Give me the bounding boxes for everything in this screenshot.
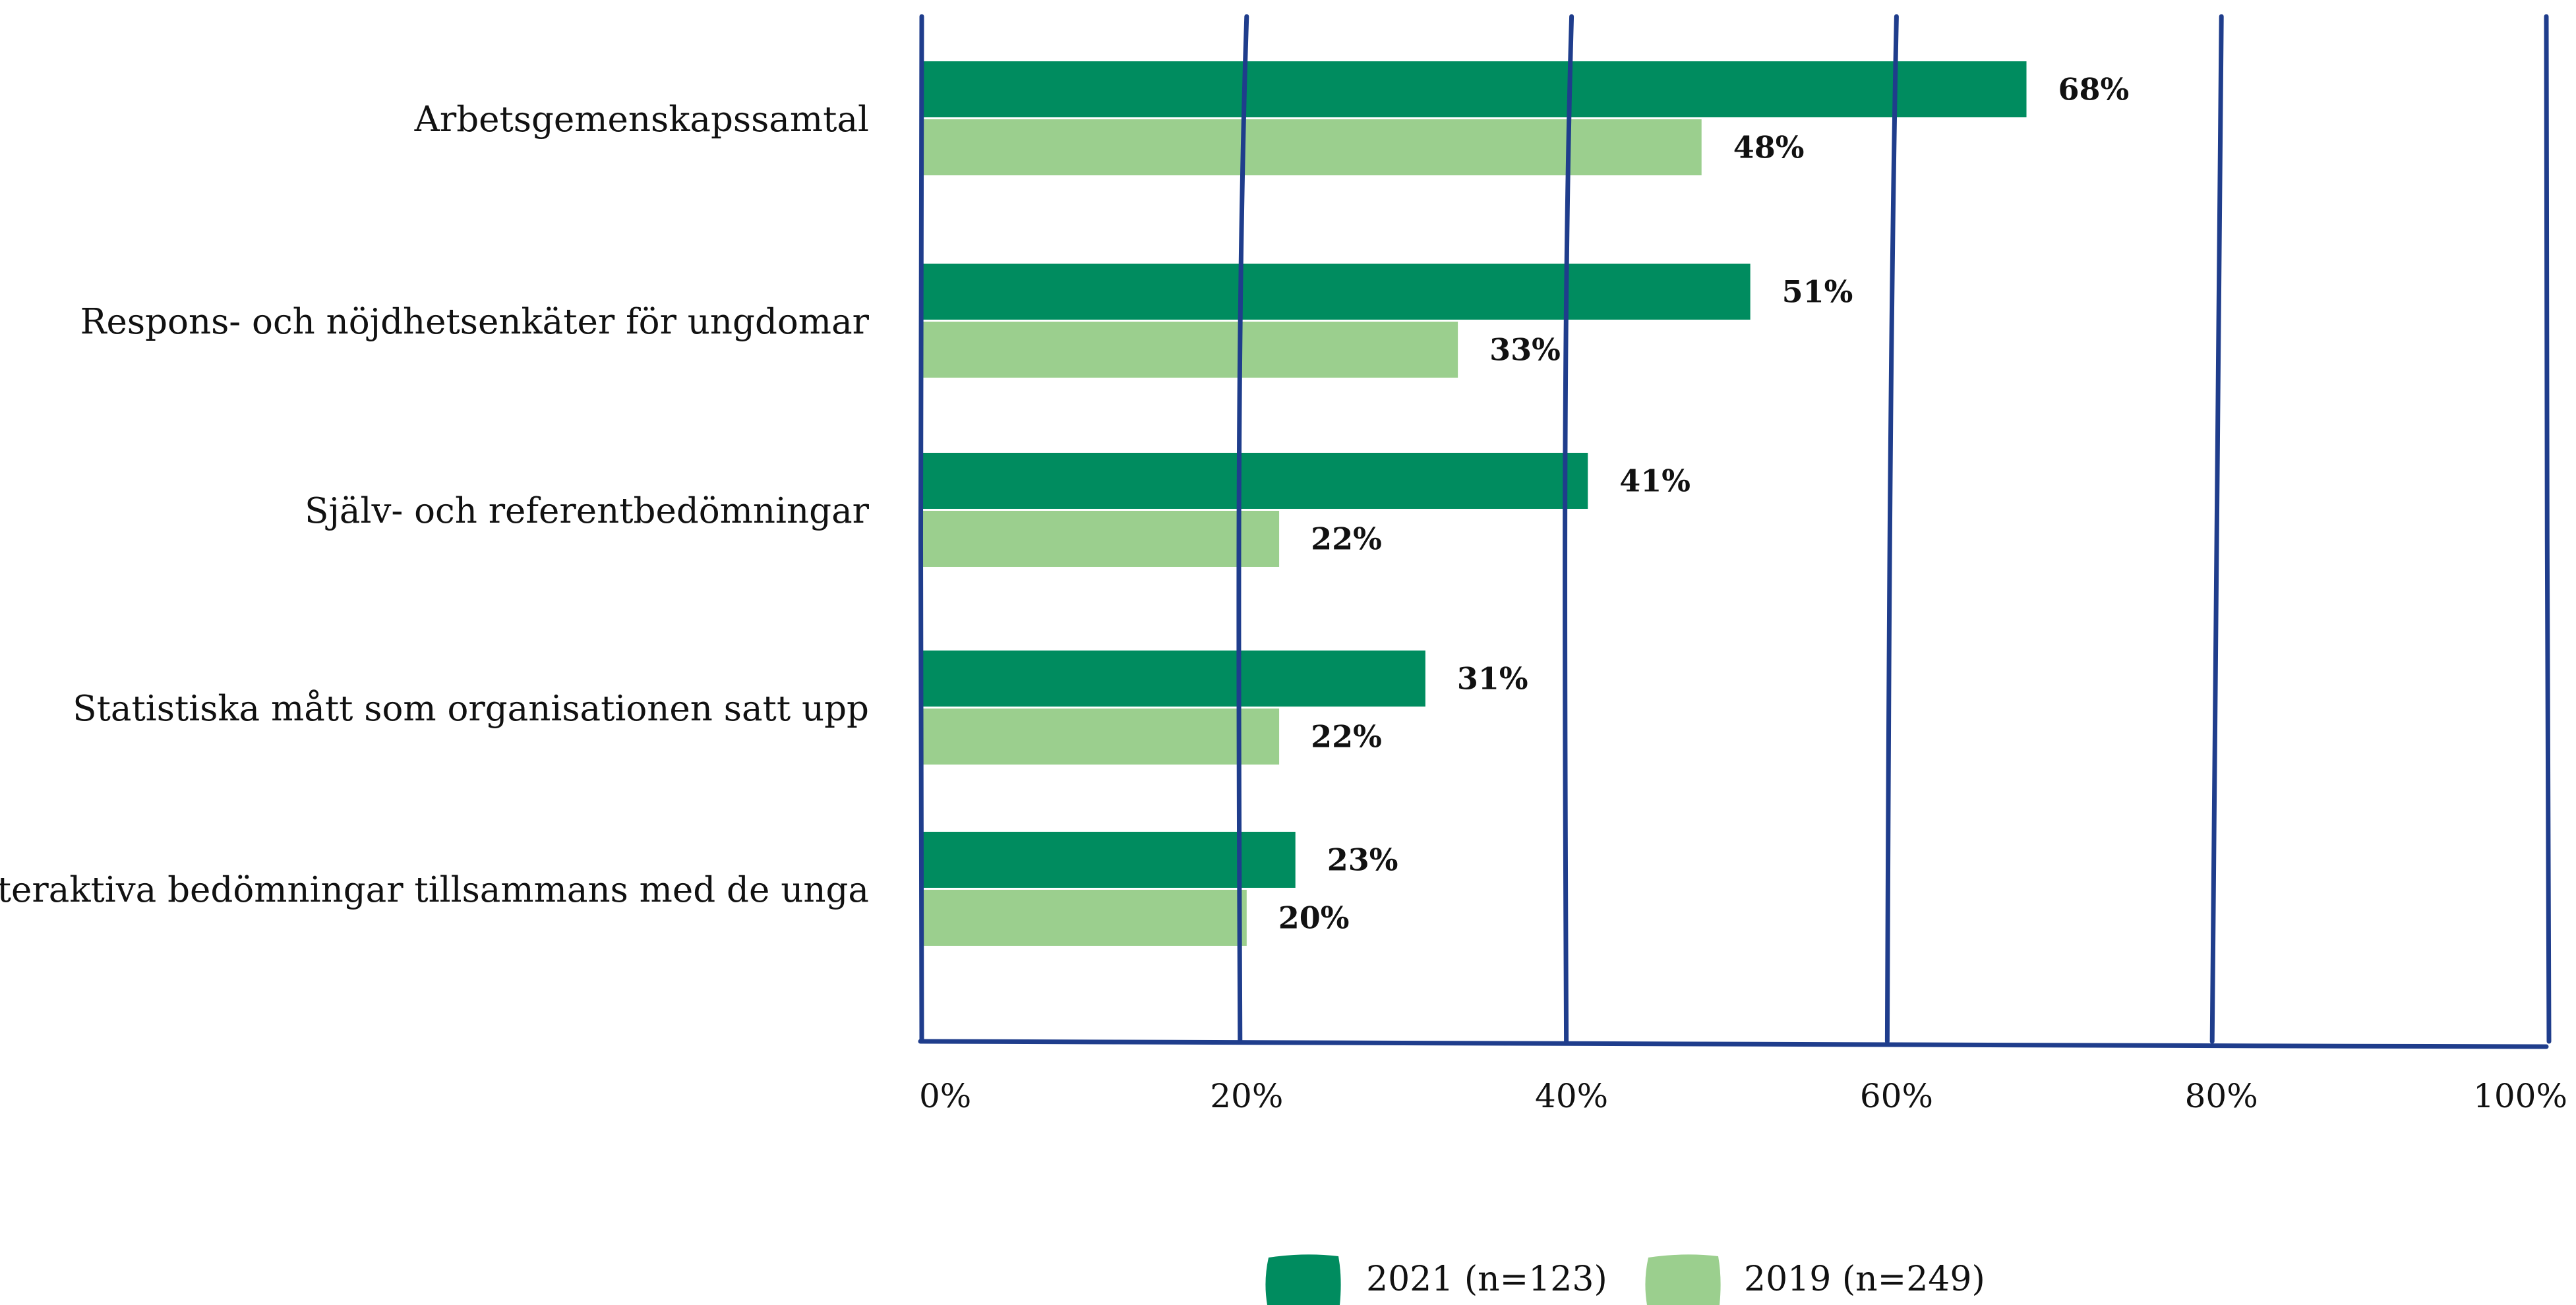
category-label: Arbetsgemenskapssamtal [414,100,869,140]
value-label-2021: 51% [1782,274,1853,310]
gridlines-layer [918,14,2552,1049]
category-label: Själv- och referentbedömningar [305,491,870,531]
value-label-2021: 41% [1619,463,1691,499]
legend-label-2021: 2021 (n=123) [1366,1260,1607,1299]
legend-swatch-2021 [1265,1254,1341,1305]
value-label-2019: 48% [1733,130,1805,165]
bar-2019 [922,119,1702,175]
x-tick-label: 80% [2185,1077,2258,1115]
bars-layer [922,61,2027,946]
value-label-2021: 31% [1457,661,1528,697]
labels-layer: Arbetsgemenskapssamtal 68% 48% Respons- och… [0,72,2567,1116]
bar-2021 [922,61,2027,117]
legend-label-2019: 2019 (n=249) [1744,1260,1985,1299]
bar-2019 [922,890,1247,946]
x-tick-label: 20% [1210,1077,1283,1115]
gridline [1236,14,1249,1044]
x-axis-line [918,1039,2549,1049]
legend-swatch-2019 [1645,1254,1721,1305]
gridline [2544,14,2552,1044]
x-tick-label: 60% [1860,1077,1933,1115]
bar-2021 [922,453,1588,509]
x-tick-label: 40% [1535,1077,1608,1115]
bar-2021 [922,651,1425,707]
bar-2021 [922,832,1296,888]
value-label-2019: 20% [1278,900,1350,936]
gridline [918,14,924,1044]
category-label: Interaktiva bedömningar tillsammans med … [0,870,869,910]
bar-2019 [922,709,1280,765]
gridline [1884,14,1899,1044]
value-label-2021: 68% [2058,72,2130,107]
category-label: Respons- och nöjdhetsenkäter för ungdoma… [80,302,870,342]
gridline [1563,14,1574,1044]
value-label-2019: 33% [1489,332,1561,368]
category-label: Statistiska mått som organisationen satt… [73,689,869,729]
bar-2019 [922,511,1280,567]
bar-2019 [922,322,1458,378]
x-tick-label: 100% [2473,1077,2567,1115]
x-tick-label: 0% [919,1077,971,1115]
value-label-2019: 22% [1311,719,1382,755]
value-label-2019: 22% [1311,521,1382,557]
bar-2021 [922,264,1751,320]
value-label-2021: 23% [1327,842,1398,878]
legend: 2021 (n=123) 2019 (n=249) [1265,1254,1985,1305]
gridline [2209,14,2224,1044]
